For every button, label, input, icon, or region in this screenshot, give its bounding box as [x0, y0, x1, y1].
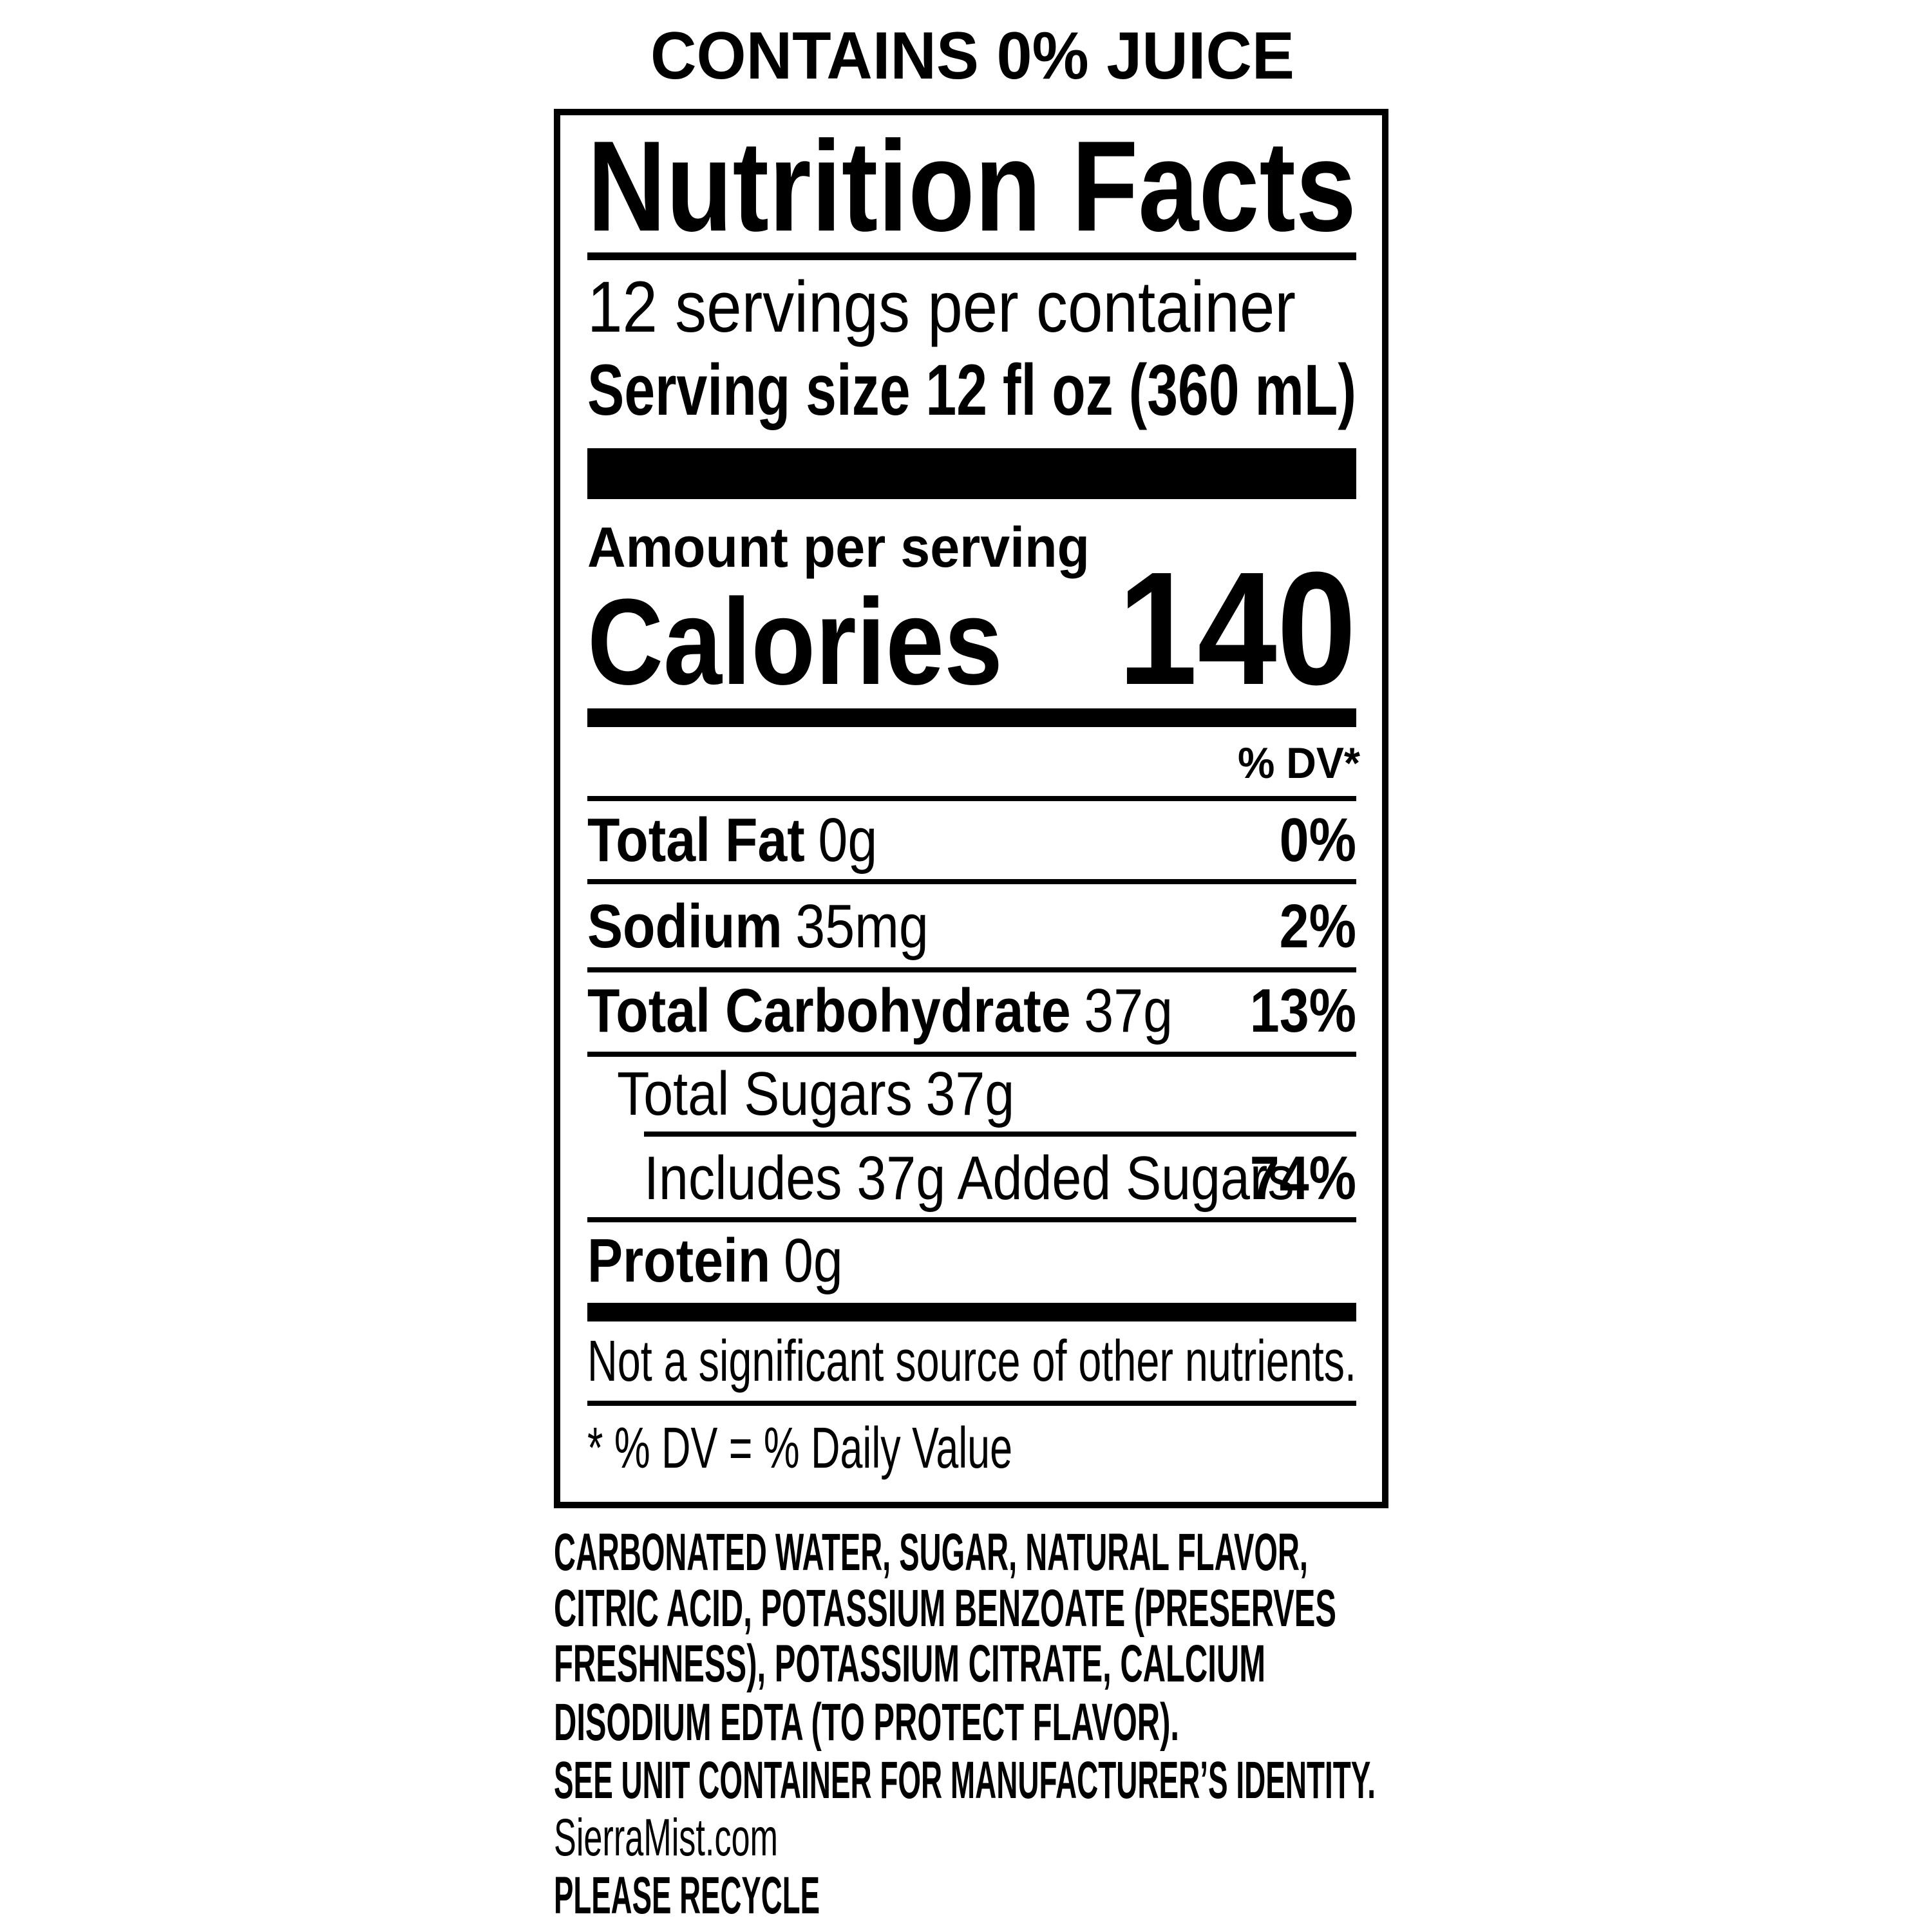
nutrient-row: Total Fat 0g: [587, 805, 877, 874]
nutrient-name: Total Sugars: [617, 1059, 913, 1128]
nutrient-amount: 35mg: [795, 891, 928, 960]
nutrient-name: Includes 37g Added Sugars: [644, 1143, 1294, 1212]
rule: [587, 1401, 1356, 1406]
nutrient-amount: 37g: [1084, 976, 1173, 1045]
calories-label: Calories: [587, 574, 1003, 710]
note: Not a significant source of other nutrie…: [587, 1329, 1356, 1394]
ingredient-line: FRESHNESS), POTASSIUM CITRATE, CALCIUM: [554, 1634, 1265, 1693]
ingredient-line: DISODIUM EDTA (TO PROTECT FLAVOR).: [554, 1693, 1179, 1752]
nutrient-row: Includes 37g Added Sugars: [644, 1143, 1294, 1212]
ingredient-line: CITRIC ACID, POTASSIUM BENZOATE (PRESERV…: [554, 1579, 1336, 1638]
nutrient-name: Sodium: [587, 891, 782, 960]
nutrient-row: Total Carbohydrate 37g: [587, 976, 1173, 1045]
rule: [587, 796, 1356, 801]
rule: [587, 1052, 1356, 1057]
amount-per-serving: Amount per serving: [587, 515, 1090, 579]
nutrient-dv: 0%: [1280, 805, 1356, 874]
medium-bar: [587, 1303, 1356, 1321]
nutrient-row: Sodium 35mg: [587, 891, 929, 960]
nutrient-dv: 2%: [1280, 891, 1356, 960]
rule: [644, 1132, 1356, 1137]
label-border: [554, 109, 1388, 1508]
juice-header: CONTAINS 0% JUICE: [650, 19, 1294, 93]
nutrient-dv: 13%: [1250, 976, 1356, 1045]
nutrient-row: Total Sugars 37g: [617, 1059, 1014, 1128]
rule: [587, 252, 1356, 260]
serving-size: Serving size 12 fl oz (360 mL): [587, 350, 1356, 430]
nutrient-name: Total Carbohydrate: [587, 976, 1071, 1045]
rule: [587, 967, 1356, 972]
nutrient-amount: 0g: [784, 1226, 843, 1294]
nutrient-row: Protein 0g: [587, 1226, 843, 1294]
ingredient-line: SierraMist.com: [554, 1808, 778, 1867]
rule: [587, 879, 1356, 884]
nutrient-rows: Total Fat 0g 0%Sodium 35mg 2%Total Carbohydr…: [587, 805, 1356, 1294]
calories-value: 140: [1118, 538, 1356, 718]
ingredients: CARBONATED WATER, SUGAR, NATURAL FLAVOR,…: [554, 1523, 1376, 1925]
dv-header: % DV*: [1238, 739, 1361, 788]
rule: [587, 1217, 1356, 1222]
nutrient-name: Protein: [587, 1226, 770, 1294]
ingredient-line: PLEASE RECYCLE: [554, 1866, 820, 1925]
ingredient-line: SEE UNIT CONTAINER FOR MANUFACTURER’S ID…: [554, 1751, 1376, 1810]
label-title: Nutrition Facts: [587, 115, 1356, 258]
ingredient-line: CARBONATED WATER, SUGAR, NATURAL FLAVOR,: [554, 1523, 1308, 1582]
nutrient-name: Total Fat: [587, 805, 805, 874]
nutrient-amount: 0g: [818, 805, 877, 874]
nutrient-dv: 74%: [1250, 1143, 1356, 1212]
medium-bar: [587, 708, 1356, 727]
thick-bar: [587, 448, 1356, 499]
nutrient-amount: 37g: [925, 1059, 1014, 1128]
footnote: * % DV = % Daily Value: [587, 1416, 1012, 1481]
servings: 12 servings per container: [587, 267, 1296, 347]
